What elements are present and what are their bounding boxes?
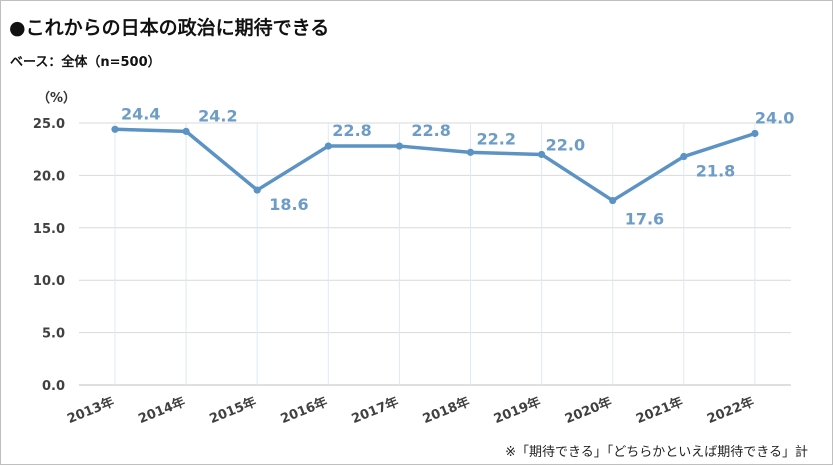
y-tick-label: 15.0	[33, 222, 65, 237]
y-tick-label: 25.0	[33, 117, 65, 132]
data-label: 24.4	[121, 104, 160, 123]
data-point	[253, 186, 261, 194]
x-tick-label: 2022年	[705, 394, 757, 427]
x-tick-label: 2013年	[65, 394, 117, 427]
data-point	[111, 125, 119, 133]
y-tick-label: 10.0	[33, 274, 65, 289]
x-tick-label: 2018年	[420, 394, 472, 427]
data-label: 22.8	[332, 121, 371, 140]
y-tick-label: 0.0	[42, 379, 65, 394]
x-tick-label: 2021年	[634, 394, 686, 427]
x-tick-label: 2019年	[491, 394, 543, 427]
data-point	[324, 142, 332, 150]
chart-title: ●これからの日本の政治に期待できる	[9, 17, 330, 39]
data-point	[538, 150, 546, 159]
data-point	[466, 148, 475, 156]
data-point	[182, 127, 190, 135]
x-tick-label: 2020年	[563, 394, 615, 427]
data-label: 21.8	[696, 162, 735, 181]
x-tick-label: 2014年	[136, 394, 188, 427]
y-tick-label: 5.0	[42, 327, 65, 342]
base-label: ベース：全体（n=500）	[10, 55, 161, 70]
data-label: 24.0	[755, 108, 794, 127]
data-point	[680, 152, 688, 161]
x-tick-label: 2015年	[207, 394, 259, 427]
y-tick-label: 20.0	[33, 169, 65, 184]
data-label: 17.6	[625, 210, 664, 229]
data-point	[609, 196, 617, 205]
data-label: 22.2	[477, 129, 516, 148]
data-label: 22.8	[411, 121, 450, 140]
data-label: 24.2	[198, 106, 237, 125]
data-point	[395, 142, 403, 150]
data-point	[751, 129, 759, 138]
series-line	[113, 127, 757, 203]
x-tick-label: 2016年	[278, 394, 330, 427]
y-axis-unit-label: （%）	[37, 91, 77, 106]
data-label: 18.6	[269, 195, 308, 214]
footnote: ※「期待できる」「どちらかといえば期待できる」計	[505, 445, 808, 460]
data-label: 22.0	[546, 135, 585, 154]
x-tick-label: 2017年	[349, 394, 401, 427]
